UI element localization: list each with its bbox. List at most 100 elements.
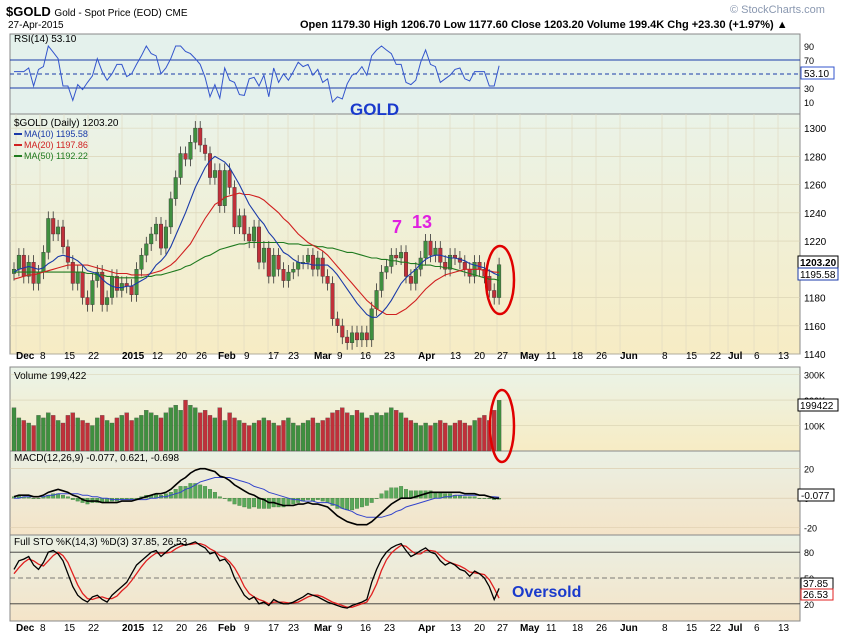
volume-bar — [261, 417, 267, 452]
volume-bar — [300, 422, 306, 452]
macd-histogram-bar — [487, 498, 492, 499]
volume-tag-text: 199422 — [800, 401, 834, 412]
price-candle — [85, 297, 90, 305]
volume-bar — [345, 412, 350, 452]
x-axis-label: 22 — [710, 623, 722, 634]
price-candle — [310, 254, 315, 270]
volume-tick-label: 100K — [804, 422, 825, 432]
macd-histogram-bar — [75, 498, 80, 502]
volume-bar — [340, 407, 345, 452]
x-axis-label: 8 — [40, 351, 46, 362]
rsi-level-label: 90 — [804, 42, 814, 52]
price-candle — [257, 226, 262, 263]
macd-histogram-bar — [203, 486, 208, 499]
price-candle — [428, 240, 433, 256]
ma-price-tag-text: 1195.58 — [800, 270, 836, 281]
sto-tick-label: 20 — [804, 600, 814, 610]
volume-bar — [124, 412, 129, 452]
price-candle — [173, 177, 178, 199]
volume-circle-annotation — [488, 388, 516, 464]
price-candle — [359, 332, 364, 341]
macd-histogram-bar — [428, 490, 433, 499]
x-axis-label: 15 — [686, 623, 698, 634]
x-axis-label: 15 — [64, 623, 76, 634]
volume-bar — [232, 417, 237, 452]
price-candle — [163, 226, 168, 249]
x-axis-label: 9 — [337, 351, 343, 362]
volume-bar — [403, 417, 409, 452]
x-axis-label: 11 — [546, 351, 557, 362]
sto-label: Full STO %K(14,3) %D(3) 37.85, 26.53 — [14, 537, 188, 548]
volume-bar — [60, 422, 66, 452]
macd-histogram-bar — [276, 498, 281, 508]
price-candle — [350, 332, 355, 343]
price-candle — [355, 332, 360, 341]
volume-bar — [256, 420, 262, 452]
price-candle — [448, 254, 453, 270]
macd-histogram-bar — [320, 498, 325, 502]
volume-bar — [149, 412, 154, 452]
volume-bar — [330, 412, 335, 452]
volume-bar — [472, 420, 477, 452]
x-axis-label: 20 — [474, 623, 486, 634]
volume-bar — [423, 422, 428, 452]
volume-bar — [496, 400, 502, 452]
macd-histogram-bar — [467, 496, 472, 499]
price-candle — [227, 170, 232, 188]
sto-k-tag-text: 37.85 — [803, 579, 828, 590]
macd-histogram-bar — [374, 498, 379, 499]
price-candle — [374, 290, 379, 310]
x-axis-label: 27 — [497, 351, 509, 362]
price-candle — [286, 271, 291, 281]
x-axis-label: 22 — [710, 351, 722, 362]
price-candle — [16, 254, 21, 270]
price-candle — [41, 252, 46, 273]
x-axis-label: Jun — [620, 351, 638, 362]
volume-bar — [438, 420, 443, 452]
price-candle — [443, 262, 448, 270]
x-axis-label: 20 — [176, 351, 188, 362]
annotation-oversold: Oversold — [512, 584, 581, 601]
price-candle — [212, 170, 217, 178]
price-candle — [129, 286, 134, 295]
ma10-line — [13, 155, 500, 318]
price-candle — [65, 246, 70, 263]
macd-histogram-bar — [345, 498, 350, 511]
volume-bar — [129, 420, 134, 452]
volume-bar — [90, 425, 95, 452]
price-candle — [330, 283, 335, 319]
rsi-level-label: 70 — [804, 56, 814, 66]
price-candle — [100, 271, 105, 305]
volume-bar — [271, 422, 276, 452]
price-tick-label: 1240 — [804, 209, 827, 220]
volume-bar — [359, 412, 365, 452]
volume-bar — [178, 410, 183, 452]
x-axis-label: 8 — [662, 351, 668, 362]
macd-histogram-bar — [208, 489, 212, 499]
price-candle — [46, 218, 51, 253]
macd-histogram-bar — [482, 498, 487, 499]
price-tick-label: 1220 — [804, 237, 827, 248]
volume-bar — [428, 425, 433, 452]
volume-bar — [51, 415, 56, 452]
macd-histogram-bar — [340, 498, 345, 509]
x-axis-label: 9 — [337, 623, 343, 634]
x-axis-label: 23 — [384, 351, 396, 362]
x-axis-label: 26 — [196, 351, 208, 362]
macd-histogram-bar — [227, 498, 232, 502]
price-candle — [134, 269, 139, 295]
price-candle — [70, 262, 75, 284]
x-axis-label: 18 — [572, 351, 584, 362]
volume-bar — [477, 417, 482, 452]
x-axis-label: 20 — [176, 623, 188, 634]
price-tick-label: 1160 — [804, 322, 826, 333]
price-candle — [413, 269, 418, 284]
volume-bar — [85, 422, 90, 452]
price-candle — [51, 218, 56, 235]
macd-histogram-bar — [472, 496, 477, 499]
price-circle-annotation — [484, 244, 516, 316]
volume-bar — [398, 412, 404, 452]
macd-histogram-bar — [252, 498, 257, 508]
volume-bar — [251, 422, 257, 452]
